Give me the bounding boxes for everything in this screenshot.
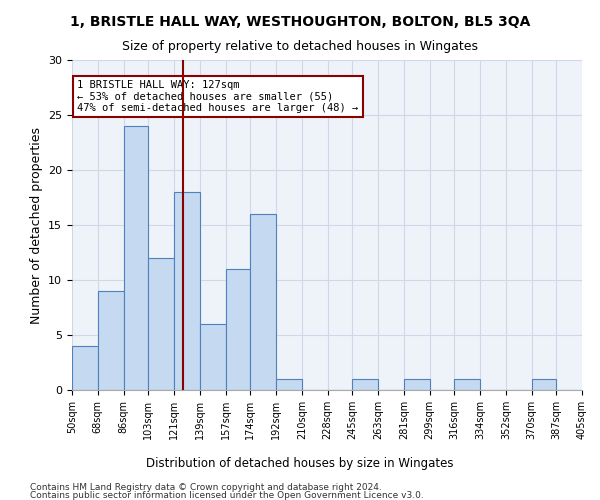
- Bar: [454, 379, 480, 390]
- Bar: [532, 379, 556, 390]
- Bar: [72, 346, 98, 390]
- Text: 1, BRISTLE HALL WAY, WESTHOUGHTON, BOLTON, BL5 3QA: 1, BRISTLE HALL WAY, WESTHOUGHTON, BOLTO…: [70, 15, 530, 29]
- Text: Contains HM Land Registry data © Crown copyright and database right 2024.: Contains HM Land Registry data © Crown c…: [30, 482, 382, 492]
- Text: Size of property relative to detached houses in Wingates: Size of property relative to detached ho…: [122, 40, 478, 53]
- Bar: [276, 379, 302, 390]
- Bar: [174, 192, 200, 390]
- Bar: [404, 379, 430, 390]
- Bar: [200, 324, 226, 390]
- Text: Distribution of detached houses by size in Wingates: Distribution of detached houses by size …: [146, 458, 454, 470]
- Y-axis label: Number of detached properties: Number of detached properties: [29, 126, 43, 324]
- Bar: [124, 126, 148, 390]
- Text: Contains public sector information licensed under the Open Government Licence v3: Contains public sector information licen…: [30, 491, 424, 500]
- Bar: [148, 258, 174, 390]
- Bar: [98, 291, 124, 390]
- Bar: [250, 214, 276, 390]
- Bar: [352, 379, 378, 390]
- Bar: [226, 269, 250, 390]
- Text: 1 BRISTLE HALL WAY: 127sqm
← 53% of detached houses are smaller (55)
47% of semi: 1 BRISTLE HALL WAY: 127sqm ← 53% of deta…: [77, 80, 358, 113]
